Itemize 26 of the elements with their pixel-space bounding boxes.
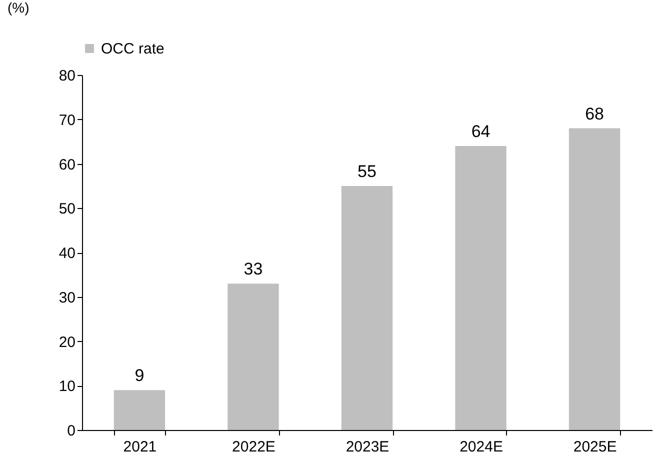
bar (455, 146, 506, 430)
data-label: 68 (585, 104, 604, 124)
x-tick-label: 2023E (346, 438, 390, 456)
x-tick-label: 2025E (573, 438, 617, 456)
x-tick-label: 2022E (232, 438, 276, 456)
bar (568, 128, 620, 430)
y-tick-label: 80 (58, 68, 76, 84)
bar (341, 186, 393, 430)
y-tick-label: 30 (58, 289, 76, 306)
y-tick-label: 0 (67, 422, 76, 440)
y-tick-label: 20 (58, 334, 76, 351)
y-tick-label: 50 (58, 200, 76, 218)
bar (114, 390, 166, 430)
y-tick-label: 70 (58, 112, 76, 129)
x-tick-label: 2021 (123, 438, 157, 456)
data-label: 64 (471, 122, 490, 141)
y-axis-title: (%) (8, 0, 30, 16)
data-label: 55 (358, 162, 376, 181)
data-label: 9 (134, 366, 144, 386)
x-tick-label: 2024E (460, 438, 503, 456)
bar (228, 284, 279, 430)
data-label: 33 (244, 260, 263, 279)
y-tick-label: 60 (58, 156, 76, 174)
y-tick-label: 10 (58, 378, 76, 396)
y-tick-label: 40 (58, 245, 76, 262)
legend-label: OCC rate (101, 40, 164, 58)
